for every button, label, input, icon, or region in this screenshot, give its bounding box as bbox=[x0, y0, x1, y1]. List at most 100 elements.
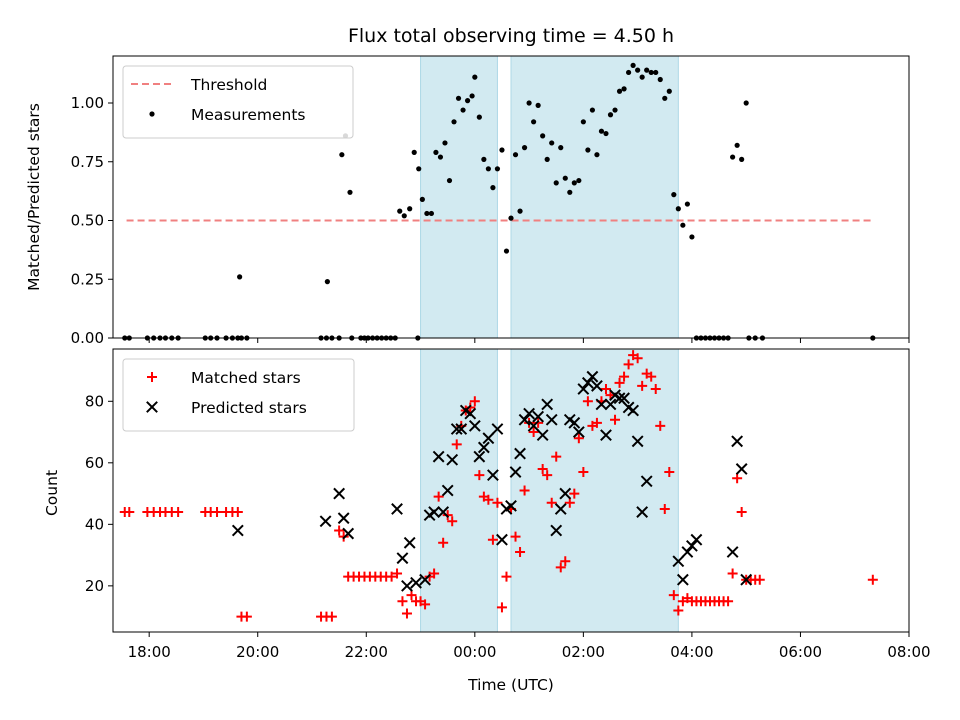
data-point bbox=[594, 152, 600, 158]
data-point bbox=[554, 503, 567, 515]
data-point bbox=[727, 568, 738, 579]
data-point bbox=[690, 533, 703, 546]
data-point bbox=[627, 404, 640, 417]
legend-marker-swatch bbox=[146, 401, 158, 413]
data-point bbox=[675, 206, 681, 212]
data-point bbox=[562, 175, 568, 181]
legend-label: Predicted stars bbox=[191, 399, 307, 417]
data-point bbox=[432, 450, 445, 463]
data-point bbox=[743, 100, 749, 106]
data-point bbox=[666, 88, 672, 94]
data-point bbox=[173, 507, 184, 518]
y-tick-label: 0.25 bbox=[71, 270, 104, 288]
data-point bbox=[533, 417, 544, 428]
data-point bbox=[659, 503, 670, 514]
data-point bbox=[573, 433, 584, 444]
legend-label: Measurements bbox=[191, 106, 306, 124]
data-point bbox=[521, 145, 528, 151]
data-point bbox=[428, 210, 434, 217]
data-point bbox=[607, 112, 614, 118]
y-tick-label: 40 bbox=[85, 515, 104, 533]
data-point bbox=[441, 484, 454, 497]
data-point bbox=[433, 149, 439, 155]
shaded-interval bbox=[510, 348, 679, 633]
data-point bbox=[600, 429, 612, 442]
data-point bbox=[589, 107, 596, 113]
data-point bbox=[419, 573, 431, 586]
shaded-interval bbox=[420, 55, 498, 339]
data-point bbox=[734, 142, 740, 148]
data-point bbox=[740, 573, 753, 586]
data-point bbox=[326, 611, 337, 622]
data-point bbox=[580, 119, 586, 125]
legend-box bbox=[122, 358, 355, 432]
data-point bbox=[528, 427, 539, 438]
data-point bbox=[595, 398, 608, 411]
data-point bbox=[442, 510, 453, 521]
data-point bbox=[428, 506, 441, 518]
x-tick-label: 08:00 bbox=[887, 643, 930, 661]
data-point bbox=[672, 555, 685, 568]
data-point bbox=[446, 177, 453, 184]
data-point bbox=[411, 149, 417, 155]
data-point bbox=[337, 512, 350, 525]
data-point bbox=[392, 568, 403, 579]
data-point bbox=[241, 611, 252, 622]
legend-label: Matched stars bbox=[191, 369, 301, 387]
data-point bbox=[232, 507, 243, 518]
data-point bbox=[731, 435, 744, 448]
data-point bbox=[639, 74, 645, 80]
data-point bbox=[581, 376, 594, 389]
legend-marker-swatch bbox=[149, 111, 155, 117]
data-point bbox=[477, 441, 490, 454]
y-tick-label: 0.00 bbox=[71, 329, 104, 347]
data-point bbox=[469, 396, 480, 407]
data-point bbox=[407, 206, 413, 212]
data-point bbox=[401, 579, 413, 592]
data-point bbox=[604, 398, 617, 411]
data-point bbox=[671, 192, 677, 198]
data-point bbox=[485, 166, 491, 172]
axes-frame bbox=[112, 55, 910, 339]
data-point bbox=[644, 67, 650, 73]
data-point bbox=[567, 189, 573, 195]
data-point bbox=[612, 107, 618, 113]
data-point bbox=[616, 88, 623, 94]
data-point bbox=[591, 380, 603, 392]
data-point bbox=[334, 525, 345, 536]
data-point bbox=[723, 596, 734, 607]
data-point bbox=[338, 531, 349, 542]
data-point bbox=[503, 248, 510, 254]
data-point bbox=[867, 574, 878, 585]
data-point bbox=[523, 407, 535, 420]
data-point bbox=[544, 156, 550, 162]
x-tick-label: 20:00 bbox=[236, 643, 279, 661]
data-point bbox=[424, 210, 430, 217]
data-point bbox=[494, 166, 501, 172]
data-point bbox=[501, 571, 512, 582]
x-axis-label: Time (UTC) bbox=[467, 676, 554, 694]
top-y-axis-label: Matched/Predicted stars bbox=[25, 103, 43, 291]
series-matched-stars bbox=[119, 350, 878, 622]
data-point bbox=[537, 463, 548, 474]
data-point bbox=[212, 507, 223, 518]
data-point bbox=[542, 470, 553, 481]
data-point bbox=[510, 531, 521, 542]
x-tick-label: 06:00 bbox=[779, 643, 822, 661]
data-point bbox=[586, 370, 599, 383]
data-point bbox=[653, 69, 659, 76]
data-point bbox=[568, 416, 581, 429]
data-point bbox=[623, 359, 634, 370]
data-point bbox=[496, 602, 507, 613]
data-point bbox=[680, 222, 686, 228]
data-point bbox=[450, 423, 463, 435]
data-point bbox=[455, 95, 462, 101]
data-point bbox=[410, 576, 422, 589]
data-point bbox=[535, 102, 541, 108]
data-point bbox=[515, 547, 526, 558]
data-point bbox=[541, 398, 554, 411]
data-point bbox=[655, 420, 666, 431]
data-point bbox=[630, 62, 636, 68]
data-point bbox=[468, 419, 481, 432]
